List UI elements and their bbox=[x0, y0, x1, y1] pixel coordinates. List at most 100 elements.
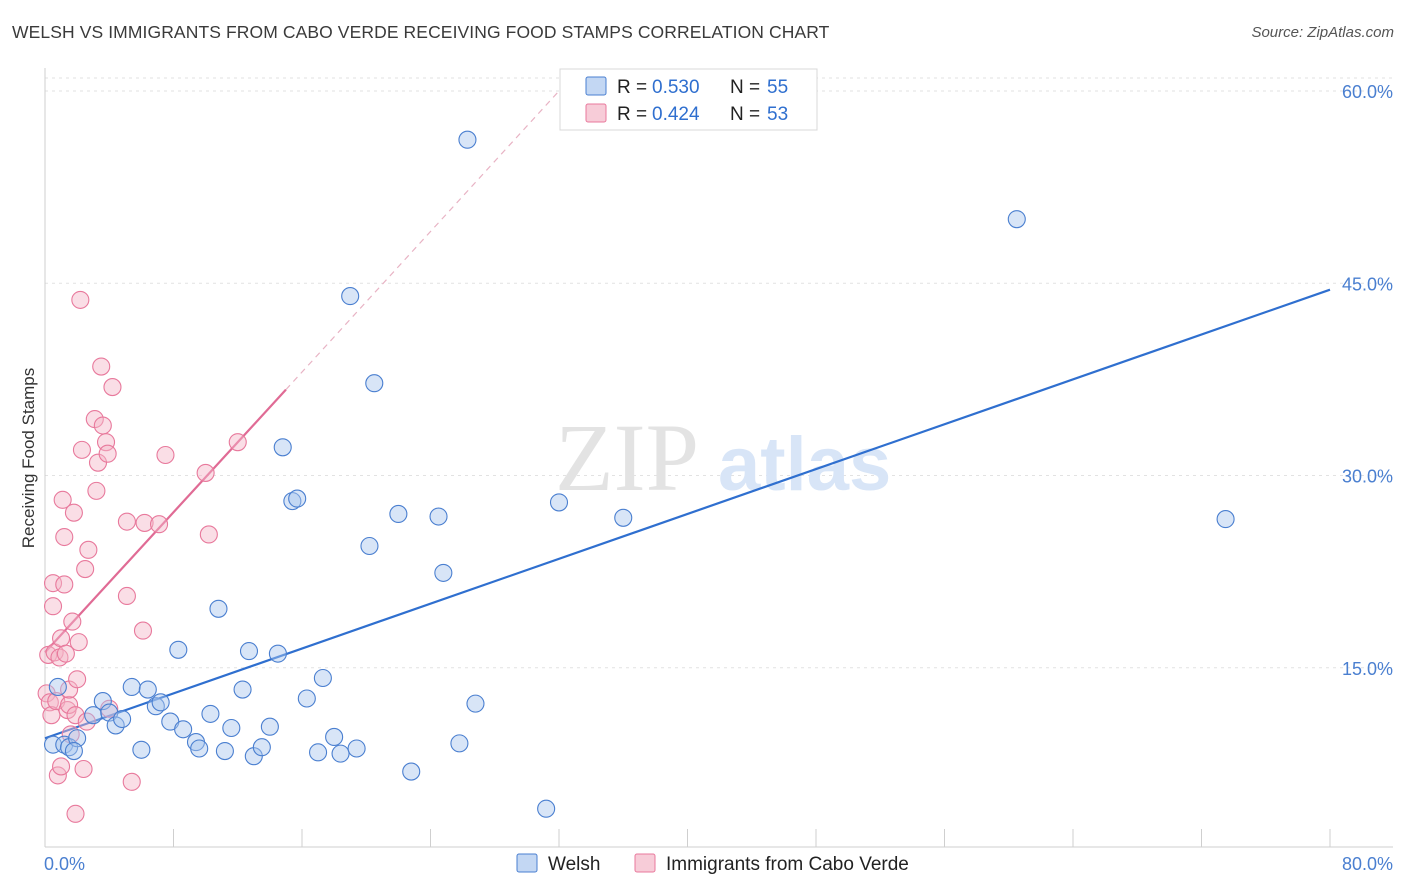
point-cabo-verde-46 bbox=[149, 515, 169, 534]
point-cabo-verde-24 bbox=[68, 670, 87, 689]
x-tick-label-max: 80.0% bbox=[1342, 854, 1393, 874]
point-cabo-verde-45 bbox=[135, 513, 154, 532]
point-welsh-43 bbox=[389, 504, 408, 524]
legend-n-value-welsh: 55 bbox=[767, 77, 788, 98]
point-welsh-34 bbox=[297, 689, 316, 708]
point-cabo-verde-33 bbox=[87, 481, 106, 500]
point-welsh-37 bbox=[325, 727, 344, 747]
point-welsh-23 bbox=[215, 742, 234, 761]
point-cabo-verde-21 bbox=[64, 503, 83, 522]
trend-line-cabo-verde-extension bbox=[285, 90, 560, 391]
point-welsh-18 bbox=[174, 720, 193, 739]
point-welsh-5 bbox=[64, 742, 83, 761]
y-tick-label-15: 15.0% bbox=[1342, 659, 1393, 679]
point-cabo-verde-3 bbox=[42, 706, 61, 725]
point-cabo-verde-23 bbox=[66, 804, 85, 823]
point-welsh-20 bbox=[190, 739, 209, 758]
series-cabo-verde-points bbox=[37, 290, 247, 823]
point-welsh-39 bbox=[331, 744, 350, 763]
point-welsh-26 bbox=[239, 642, 259, 661]
point-cabo-verde-38 bbox=[98, 444, 117, 463]
point-welsh-25 bbox=[233, 680, 252, 699]
point-welsh-36 bbox=[313, 668, 332, 688]
legend-n-label-welsh: N = bbox=[730, 77, 760, 98]
point-cabo-verde-5 bbox=[43, 597, 63, 616]
point-cabo-verde-44 bbox=[133, 621, 153, 640]
point-welsh-7 bbox=[93, 692, 112, 711]
bottom-legend-welsh: Welsh bbox=[548, 854, 600, 875]
point-cabo-verde-43 bbox=[122, 772, 141, 791]
point-cabo-verde-50 bbox=[228, 433, 247, 452]
point-welsh-46 bbox=[434, 563, 453, 582]
axes bbox=[44, 68, 1393, 848]
point-welsh-54 bbox=[1216, 510, 1235, 529]
point-cabo-verde-22 bbox=[66, 706, 85, 725]
y-tick-label-45: 45.0% bbox=[1342, 274, 1393, 294]
point-welsh-33 bbox=[288, 489, 307, 508]
point-welsh-52 bbox=[614, 508, 633, 527]
point-cabo-verde-29 bbox=[76, 560, 95, 579]
point-cabo-verde-42 bbox=[117, 586, 136, 606]
point-cabo-verde-13 bbox=[55, 575, 74, 594]
point-welsh-35 bbox=[309, 743, 328, 762]
point-cabo-verde-14 bbox=[55, 527, 74, 547]
point-welsh-44 bbox=[402, 762, 421, 781]
legend-r-label-cabo-verde: R = bbox=[617, 104, 647, 125]
y-tick-label-60: 60.0% bbox=[1342, 82, 1393, 102]
point-welsh-1 bbox=[48, 677, 67, 697]
point-welsh-41 bbox=[360, 536, 379, 556]
point-cabo-verde-10 bbox=[52, 629, 71, 648]
point-cabo-verde-40 bbox=[103, 378, 122, 397]
point-welsh-29 bbox=[260, 717, 279, 736]
point-welsh-45 bbox=[429, 507, 448, 526]
point-welsh-17 bbox=[169, 640, 188, 659]
point-welsh-11 bbox=[122, 677, 141, 697]
point-welsh-40 bbox=[347, 739, 366, 758]
bottom-legend-swatch-welsh bbox=[516, 853, 538, 873]
point-cabo-verde-41 bbox=[117, 512, 136, 531]
bottom-legend: Welsh Immigrants from Cabo Verde bbox=[516, 853, 909, 875]
point-cabo-verde-25 bbox=[69, 633, 88, 652]
chart-title: WELSH VS IMMIGRANTS FROM CABO VERDE RECE… bbox=[12, 22, 830, 42]
point-cabo-verde-31 bbox=[79, 540, 98, 559]
legend-r-value-welsh: 0.530 bbox=[652, 77, 700, 98]
point-cabo-verde-26 bbox=[71, 290, 90, 309]
point-cabo-verde-17 bbox=[60, 695, 79, 714]
trend-line-cabo-verde bbox=[44, 388, 287, 654]
point-cabo-verde-20 bbox=[63, 612, 82, 631]
legend-r-value-cabo-verde: 0.424 bbox=[652, 104, 700, 125]
source-label: Source: ZipAtlas.com bbox=[1251, 24, 1394, 41]
point-cabo-verde-37 bbox=[96, 433, 116, 452]
watermark-zip: ZIP bbox=[555, 404, 699, 511]
point-cabo-verde-30 bbox=[77, 712, 96, 731]
point-welsh-32 bbox=[283, 492, 302, 511]
point-cabo-verde-12 bbox=[52, 757, 71, 776]
x-tick-label-min: 0.0% bbox=[44, 854, 85, 874]
trend-line-welsh bbox=[44, 288, 1331, 740]
point-cabo-verde-15 bbox=[56, 644, 75, 663]
legend-r-label-welsh: R = bbox=[617, 77, 647, 98]
point-cabo-verde-28 bbox=[74, 759, 93, 779]
y-tick-labels: 15.0% 30.0% 45.0% 60.0% bbox=[1342, 82, 1393, 679]
trend-lines bbox=[44, 90, 1331, 740]
point-cabo-verde-48 bbox=[196, 463, 215, 482]
legend-n-label-cabo-verde: N = bbox=[730, 104, 760, 125]
point-welsh-51 bbox=[549, 493, 569, 512]
point-welsh-47 bbox=[450, 734, 469, 753]
gridlines bbox=[45, 77, 1393, 669]
y-tick-label-30: 30.0% bbox=[1342, 467, 1393, 487]
point-welsh-49 bbox=[466, 694, 485, 713]
point-cabo-verde-35 bbox=[92, 357, 111, 376]
point-welsh-21 bbox=[201, 704, 220, 723]
point-cabo-verde-49 bbox=[199, 525, 218, 544]
point-welsh-24 bbox=[222, 718, 241, 738]
legend-n-value-cabo-verde: 53 bbox=[767, 104, 788, 125]
point-welsh-53 bbox=[1007, 210, 1026, 229]
legend-box: R = 0.530 N = 55 R = 0.424 N = 53 bbox=[559, 68, 818, 131]
point-welsh-30 bbox=[268, 644, 287, 663]
point-cabo-verde-39 bbox=[100, 699, 119, 718]
point-welsh-9 bbox=[106, 716, 125, 735]
point-welsh-42 bbox=[365, 374, 384, 393]
legend-swatch-welsh bbox=[585, 76, 607, 96]
